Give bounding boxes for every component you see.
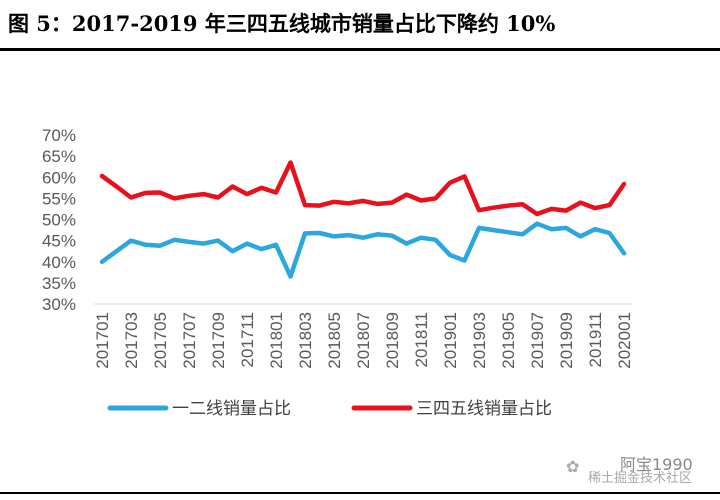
- x-tick-label: 201809: [383, 312, 402, 369]
- x-tick-label: 201911: [586, 312, 605, 367]
- y-tick-label: 50%: [42, 211, 76, 230]
- y-tick-label: 65%: [42, 147, 76, 166]
- x-tick-label: 201909: [557, 312, 576, 369]
- x-axis: 201701 201703 201705 201707 201709 201711 2018…: [93, 312, 634, 369]
- wechat-icon: ✿: [566, 457, 580, 476]
- series-layer: [99, 160, 627, 279]
- title-divider: [0, 48, 720, 51]
- x-tick-label: 201801: [267, 312, 286, 369]
- watermark-site: 稀土掘金技术社区: [588, 471, 693, 486]
- x-tick-label: 201701: [93, 312, 112, 369]
- legend: 一二线销量占比 三四五线销量占比: [107, 399, 552, 419]
- y-tick-label: 70%: [42, 126, 76, 145]
- y-tick-label: 55%: [42, 189, 76, 208]
- x-tick-label: 201709: [209, 312, 228, 369]
- x-tick-label: 201901: [441, 312, 460, 369]
- y-tick-label: 60%: [42, 168, 76, 187]
- x-tick-label: 202001: [615, 312, 634, 369]
- x-tick-label: 201811: [412, 312, 431, 367]
- y-axis: 30% 35% 40% 45% 50% 55% 60% 65% 70%: [42, 126, 76, 314]
- x-tick-label: 201905: [499, 312, 518, 369]
- y-tick-label: 35%: [42, 274, 76, 293]
- series-line-1: [99, 221, 627, 279]
- chart-title: 图 5：2017-2019 年三四五线城市销量占比下降约 10%: [8, 11, 556, 36]
- x-tick-label: 201711: [238, 312, 257, 367]
- series-line-2: [99, 160, 627, 217]
- legend-label: 一二线销量占比: [172, 399, 291, 419]
- x-tick-label: 201803: [296, 312, 315, 369]
- x-tick-label: 201707: [180, 312, 199, 369]
- y-tick-label: 45%: [42, 232, 76, 251]
- y-tick-label: 40%: [42, 253, 76, 272]
- x-tick-label: 201907: [528, 312, 547, 369]
- y-tick-label: 30%: [42, 295, 76, 314]
- x-tick-label: 201805: [325, 312, 344, 369]
- x-tick-label: 201703: [122, 312, 141, 369]
- watermark-handle: 阿宝1990: [620, 455, 693, 474]
- legend-label: 三四五线销量占比: [416, 399, 552, 419]
- bottom-divider: [0, 492, 720, 494]
- x-tick-label: 201705: [151, 312, 170, 369]
- x-tick-label: 201903: [470, 312, 489, 369]
- x-tick-label: 201807: [354, 312, 373, 369]
